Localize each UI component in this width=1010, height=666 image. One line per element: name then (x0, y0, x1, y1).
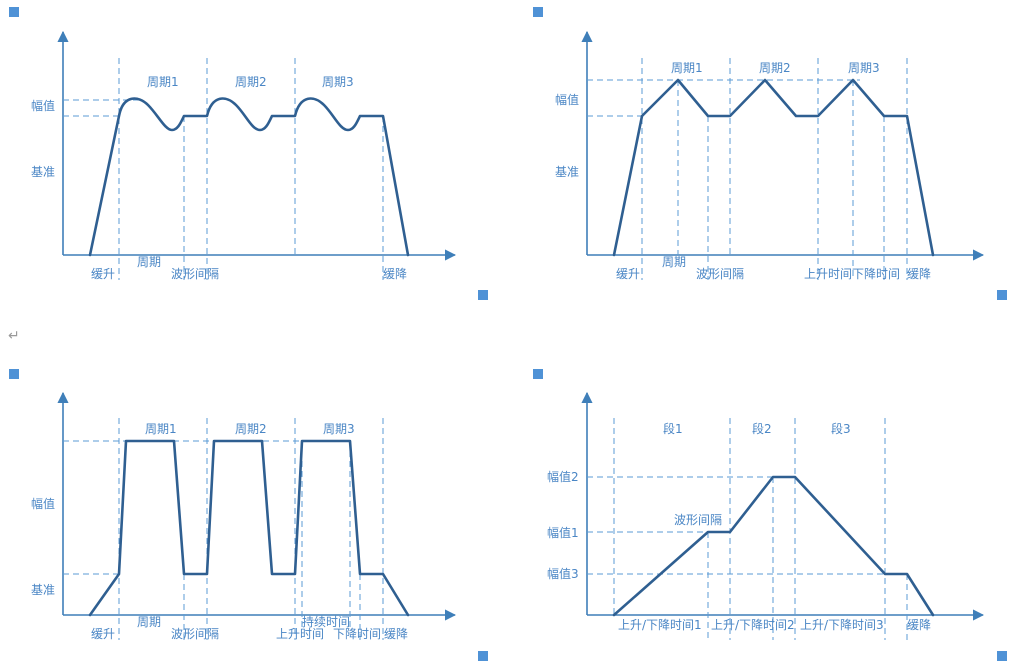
label-amp1: 幅值1 (547, 525, 579, 540)
corner-marker (997, 290, 1007, 300)
waveform (612, 78, 935, 257)
label-ramp-down: 缓降 (384, 627, 408, 641)
label-wave-interval: 波形间隔 (674, 513, 722, 527)
label-seg3: 段3 (831, 421, 851, 436)
label-ramp-down: 缓降 (907, 618, 931, 632)
label-cycle3: 周期3 (323, 422, 355, 436)
label-cycle2: 周期2 (235, 75, 267, 89)
corner-marker (997, 651, 1007, 661)
label-amplitude: 幅值 (31, 496, 55, 511)
label-wave-interval: 波形间隔 (171, 627, 219, 641)
label-amplitude: 幅值 (31, 98, 55, 113)
label-cycle1: 周期1 (145, 422, 177, 436)
label-wave-interval: 波形间隔 (171, 267, 219, 281)
corner-marker (533, 7, 543, 17)
label-amp3: 幅值3 (547, 566, 579, 581)
label-cycle3: 周期3 (848, 61, 880, 75)
corner-marker (533, 369, 543, 379)
label-cycle1: 周期1 (671, 61, 703, 75)
label-rf2: 上升/下降时间2 (711, 618, 795, 632)
label-amp2: 幅值2 (547, 469, 579, 484)
waveform (88, 97, 410, 257)
label-ramp-up: 缓升 (616, 267, 640, 281)
label-rf1: 上升/下降时间1 (618, 618, 702, 632)
diagram-trapezoid-bursts: 幅值 基准 周期1 周期2 周期3 缓升 周期 波形间隔 上升时间 持续时间 下… (31, 391, 457, 641)
waveform (612, 475, 935, 617)
label-period: 周期 (137, 255, 161, 269)
label-baseline: 基准 (31, 583, 55, 597)
label-seg2: 段2 (752, 421, 772, 436)
paragraph-mark: ↵ (8, 328, 20, 344)
label-ramp-up: 缓升 (91, 627, 115, 641)
label-period: 周期 (662, 255, 686, 269)
label-baseline: 基准 (555, 165, 579, 179)
label-seg1: 段1 (663, 421, 683, 436)
waveform (88, 439, 410, 617)
diagram-triangle-bursts: 幅值 基准 周期1 周期2 周期3 缓升 周期 波形间隔 上升时间 下降时间 缓… (555, 30, 985, 281)
label-period: 周期 (137, 615, 161, 629)
corner-marker (9, 369, 19, 379)
corner-marker (9, 7, 19, 17)
label-wave-interval: 波形间隔 (696, 267, 744, 281)
label-ramp-up: 缓升 (91, 267, 115, 281)
corner-marker (478, 651, 488, 661)
label-ramp-down: 缓降 (383, 267, 407, 281)
label-cycle1: 周期1 (147, 75, 179, 89)
label-rf3: 上升/下降时间3 (800, 618, 884, 632)
label-ramp-down: 缓降 (907, 267, 931, 281)
label-amplitude: 幅值 (555, 92, 579, 107)
label-fall-time: 下降时间 (852, 267, 900, 281)
diagram-sine-bursts: 幅值 基准 周期1 周期2 周期3 缓升 周期 波形间隔 缓降 (31, 30, 457, 281)
label-rise-time: 上升时间 (804, 267, 852, 281)
label-cycle3: 周期3 (322, 75, 354, 89)
label-cycle2: 周期2 (759, 61, 791, 75)
label-cycle2: 周期2 (235, 422, 267, 436)
label-rise-time: 上升时间 (276, 627, 324, 641)
label-hold-time: 持续时间 (302, 614, 350, 629)
label-baseline: 基准 (31, 165, 55, 179)
corner-marker (478, 290, 488, 300)
label-fall-time: 下降时间 (333, 627, 381, 641)
diagram-segment-ramps: 幅值2 幅值1 幅值3 段1 段2 段3 波形间隔 上升/下降时间1 上升/下降… (547, 391, 985, 640)
